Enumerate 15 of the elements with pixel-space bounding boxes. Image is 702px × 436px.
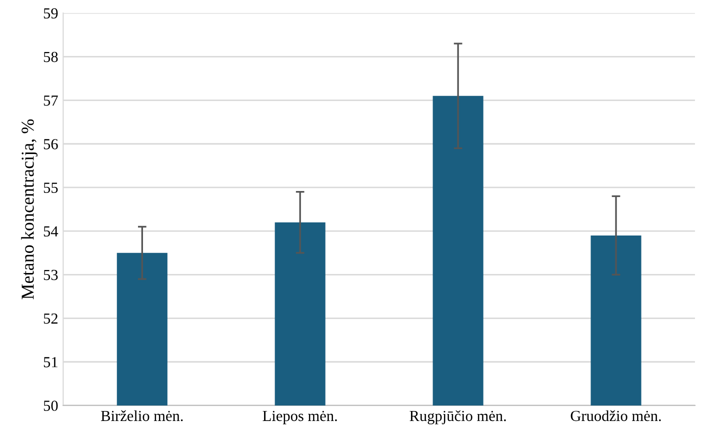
x-tick-label: Rugpjūčio mėn.	[410, 410, 506, 424]
y-tick-label: 53	[44, 270, 58, 280]
y-tick-label: 54	[44, 226, 58, 237]
y-tick-label: 59	[44, 8, 58, 19]
y-tick-label: 56	[44, 139, 58, 150]
x-tick-label: Liepos mėn.	[262, 410, 337, 424]
y-tick-label: 58	[44, 52, 58, 62]
y-tick-label: 57	[44, 96, 58, 106]
y-tick-label: 55	[44, 182, 58, 193]
y-tick-label: 50	[44, 400, 58, 411]
y-axis-title: Metano koncentracija, %	[21, 119, 38, 300]
x-tick-label: Birželio mėn.	[101, 410, 183, 422]
y-tick-label: 51	[44, 357, 58, 368]
x-tick-label: Gruodžio mėn.	[570, 410, 661, 422]
y-tick-label: 52	[44, 313, 58, 324]
